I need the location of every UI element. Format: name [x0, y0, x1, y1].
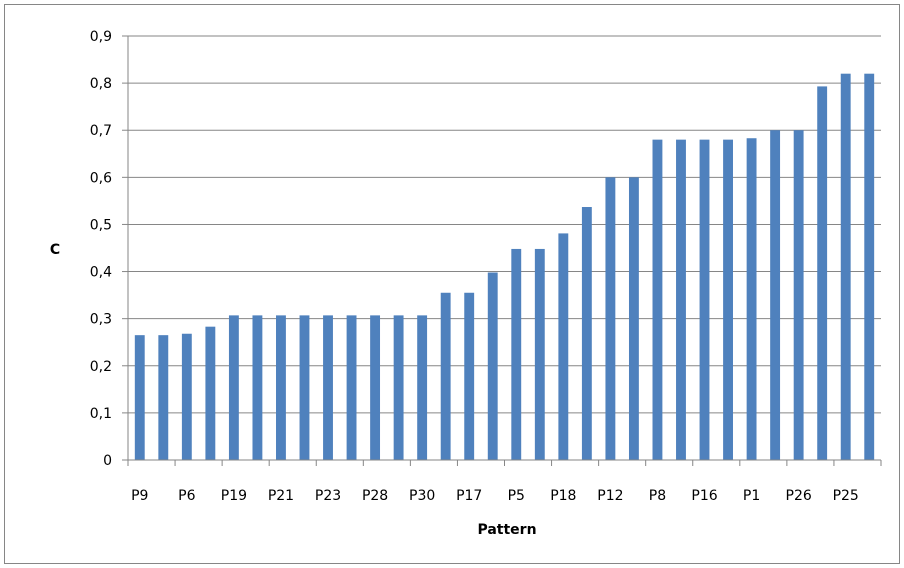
bar	[464, 292, 475, 460]
bar	[840, 73, 851, 460]
x-tick-label: P17	[456, 488, 482, 504]
y-tick-label: 0	[103, 453, 112, 469]
bar	[181, 333, 192, 460]
bar	[299, 315, 310, 460]
x-tick-label: P28	[362, 488, 388, 504]
x-tick-label: P1	[743, 488, 760, 504]
x-tick-label: P26	[786, 488, 812, 504]
y-tick-label: 0,2	[90, 359, 112, 375]
x-tick-label: P18	[550, 488, 576, 504]
bar	[723, 139, 733, 460]
x-tick-label: P5	[508, 488, 525, 504]
y-tick-label: 0,4	[90, 265, 112, 281]
bar	[699, 139, 710, 460]
bar	[205, 326, 216, 460]
x-tick-labels: P9 P6 P19 P21 P23 P28 P30 P17 P5 P18 P12 P8 P16 P1 P26…	[131, 488, 859, 504]
bar	[393, 315, 404, 460]
x-tick-label: P25	[833, 488, 859, 504]
y-tick-label: 0,8	[90, 76, 112, 92]
bar	[581, 207, 592, 460]
y-tick-label: 0,7	[90, 123, 112, 139]
bar	[793, 130, 804, 460]
bar	[487, 272, 498, 460]
y-tick-label: 0,9	[90, 29, 112, 45]
bar	[134, 335, 145, 460]
gridlines	[128, 35, 881, 414]
bar	[628, 177, 639, 460]
y-tick-label: 0,6	[90, 170, 112, 186]
bar	[323, 315, 333, 460]
y-tick-label: 0,5	[90, 217, 112, 233]
axes	[122, 35, 882, 466]
x-tick-label: P8	[649, 488, 666, 504]
bar	[252, 315, 263, 460]
bar	[346, 315, 357, 460]
bar	[370, 315, 381, 460]
bar	[746, 138, 757, 461]
y-tick-label: 0,3	[90, 312, 112, 328]
bar	[228, 315, 239, 460]
bar	[534, 248, 545, 460]
bar	[652, 139, 663, 460]
bar	[158, 335, 169, 460]
x-tick-label: P9	[131, 488, 148, 504]
bar	[558, 233, 569, 460]
x-tick-label: P23	[315, 488, 341, 504]
x-tick-label: P30	[409, 488, 435, 504]
x-tick-label: P6	[178, 488, 195, 504]
y-tick-labels: 0 0,1 0,2 0,3 0,4 0,5 0,6 0,7 0,8 0,9	[90, 29, 112, 469]
y-tick-label: 0,1	[90, 406, 112, 422]
x-axis-title: Pattern	[477, 522, 536, 538]
x-tick-label: P16	[691, 488, 717, 504]
bars	[134, 73, 875, 461]
bar	[864, 73, 875, 460]
bar	[676, 139, 686, 460]
bar	[440, 292, 451, 460]
bar	[417, 315, 428, 460]
x-tick-label: P12	[597, 488, 623, 504]
bar	[511, 248, 522, 460]
x-tick-label: P21	[268, 488, 294, 504]
bar	[605, 177, 616, 460]
y-axis-title: C	[50, 242, 60, 258]
x-tick-label: P19	[221, 488, 247, 504]
bar	[276, 315, 286, 460]
bar	[817, 86, 828, 460]
bar	[770, 130, 781, 460]
